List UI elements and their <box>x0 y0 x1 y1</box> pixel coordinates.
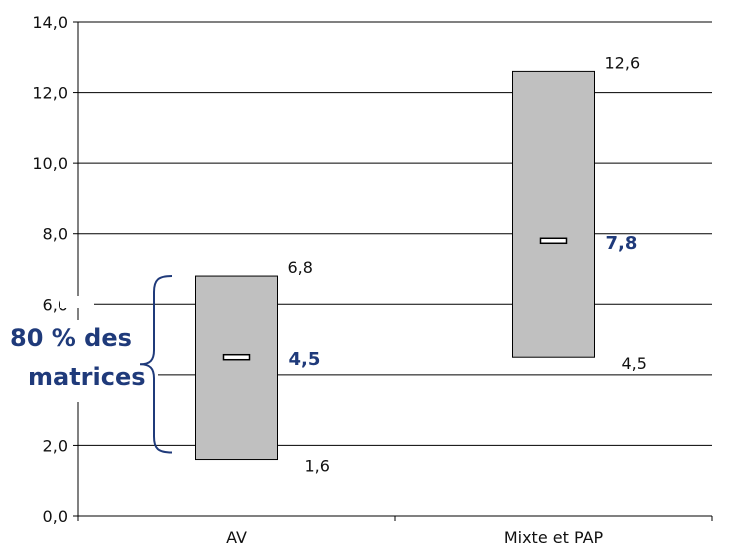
axes <box>77 22 713 521</box>
x-category-label: AV <box>226 528 247 547</box>
median-value-label: 7,8 <box>606 233 638 254</box>
curly-bracket <box>139 275 173 454</box>
y-axis-ticks: 0,02,04,06,08,010,012,014,0 <box>32 13 78 526</box>
high-value-label: 12,6 <box>605 53 641 72</box>
range-bar <box>512 70 595 358</box>
annotation-line-1: 80 % des <box>10 324 132 352</box>
median-marker <box>539 237 568 245</box>
x-category-label: Mixte et PAP <box>504 528 604 547</box>
range-bars <box>195 70 595 461</box>
y-tick-label: 8,0 <box>43 225 68 244</box>
y-tick-label: 2,0 <box>43 436 68 455</box>
median-marker <box>222 353 251 361</box>
y-tick-label: 14,0 <box>32 13 68 32</box>
median-value-label: 4,5 <box>289 349 321 370</box>
y-tick-label: 12,0 <box>32 84 68 103</box>
annotation-backdrop-tick <box>60 296 94 308</box>
y-tick-label: 10,0 <box>32 154 68 173</box>
high-value-label: 6,8 <box>288 258 313 277</box>
annotation: 80 % des matrices <box>4 275 173 454</box>
y-tick-label: 0,0 <box>43 507 68 526</box>
range-bar <box>195 275 278 461</box>
low-value-label: 4,5 <box>622 354 647 373</box>
annotation-backdrop <box>4 320 158 402</box>
value-labels: AV 6,8 1,6 4,5 Mixte et PAP 12,6 4,5 7,8 <box>226 53 647 547</box>
gridlines <box>78 21 712 446</box>
annotation-line-2: matrices <box>28 363 146 391</box>
low-value-label: 1,6 <box>305 457 330 476</box>
